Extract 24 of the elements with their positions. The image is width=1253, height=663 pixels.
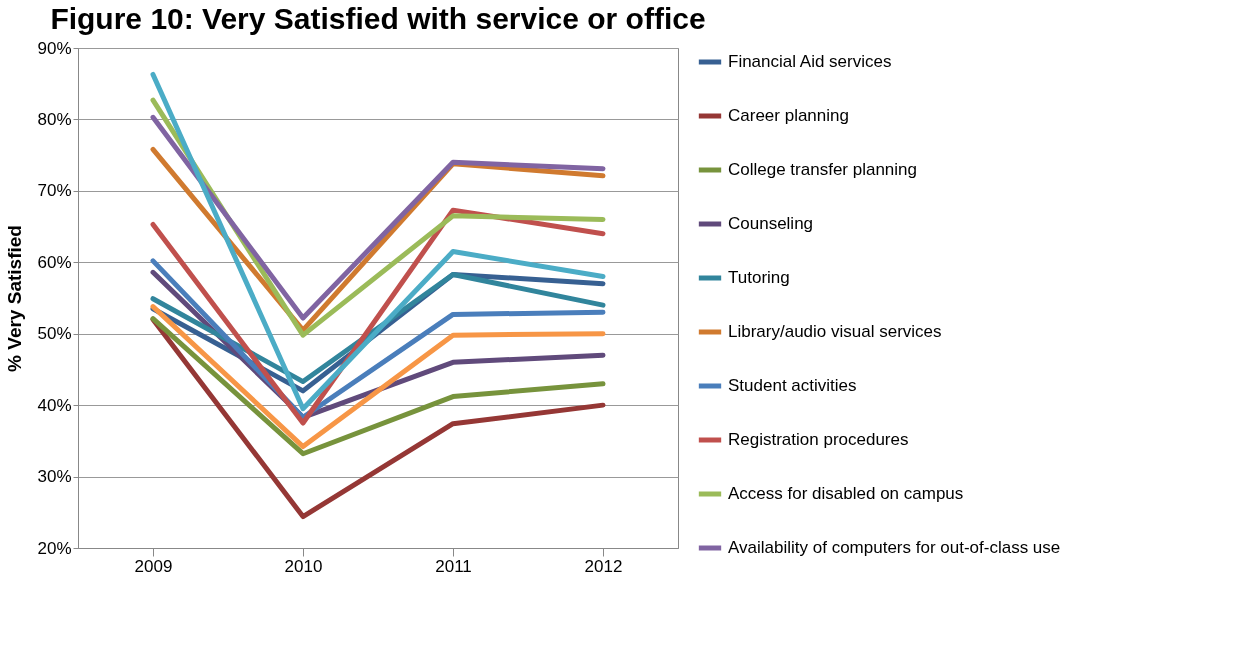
x-tick-label: 2010: [284, 556, 323, 576]
x-tick-label: 2009: [134, 556, 173, 576]
y-tick-label: 20%: [37, 538, 72, 558]
y-tick-label: 30%: [37, 467, 72, 487]
legend-label: College transfer planning: [728, 160, 918, 179]
chart-title: Figure 10: Very Satisfied with service or office: [50, 2, 706, 35]
y-tick-label: 40%: [37, 395, 72, 415]
y-tick-label: 60%: [37, 252, 72, 272]
legend-label: Availability of computers for out-of-class use: [728, 538, 1061, 557]
legend-label: Counseling: [728, 214, 814, 233]
legend-label: Financial Aid services: [728, 52, 892, 71]
x-tick-label: 2012: [584, 556, 623, 576]
legend-label: Student activities: [728, 376, 857, 395]
y-tick-label: 70%: [37, 181, 72, 201]
y-axis-title: % Very Satisfied: [4, 225, 26, 372]
y-tick-label: 50%: [37, 324, 72, 344]
legend-label: Career planning: [728, 106, 849, 125]
legend-label: Registration procedures: [728, 430, 909, 449]
y-tick-label: 90%: [37, 38, 72, 58]
legend-label: Access for disabled on campus: [728, 484, 964, 503]
y-tick-label: 80%: [37, 109, 72, 129]
legend-label: Library/audio visual services: [728, 322, 942, 341]
x-tick-label: 2011: [435, 556, 472, 576]
legend-label: Tutoring: [728, 268, 790, 287]
